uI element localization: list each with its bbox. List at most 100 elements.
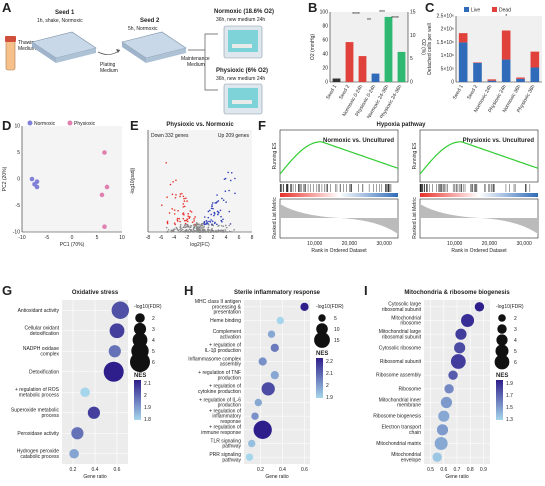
h-bubble	[300, 302, 309, 311]
e-point	[227, 171, 229, 174]
f-xtick: 20,000	[342, 241, 358, 247]
i-size-legend-label: 3	[514, 327, 517, 333]
e-point	[217, 230, 220, 233]
i-bubble	[444, 384, 454, 394]
e-xtick: 2	[212, 235, 215, 241]
c-xtick: Seed 2	[466, 84, 479, 101]
i-category-label: Ribosomal subunit	[380, 359, 422, 365]
e-point	[228, 230, 231, 233]
e-point	[189, 210, 192, 212]
b-y2tick: 5	[410, 56, 413, 62]
f-xtick: 10,000	[307, 241, 323, 247]
h-category-label: immune response	[201, 430, 241, 436]
svg-text:Medium: Medium	[18, 46, 36, 52]
f-title: Hypoxia pathway	[376, 122, 426, 128]
e-point	[184, 222, 187, 225]
b-bar	[358, 56, 367, 82]
e-point	[187, 231, 189, 233]
b-plot-bg	[330, 12, 408, 82]
panel-letter-c: C	[425, 0, 435, 15]
h-bubble	[254, 398, 262, 407]
panel-letter-b: B	[308, 0, 318, 15]
h-category-label: pathway	[222, 444, 241, 450]
i-category-label: membrane	[397, 403, 421, 409]
d-ytick: -5	[16, 203, 21, 209]
i-size-legend-dot	[495, 344, 509, 358]
e-point	[198, 231, 201, 233]
plating-label: Plating	[100, 62, 116, 68]
panel-d-chart: -10 -5 0 5 10 -10 -5 0 5 10 PC1 (70%) PC2 (20%) Norm…	[2, 120, 125, 248]
h-xlabel: Gene ratio	[265, 474, 289, 480]
g-size-legend-dot	[135, 313, 145, 323]
d-point	[29, 176, 35, 182]
panel-letter-h: H	[184, 283, 194, 298]
h-xtick: 0.4	[279, 467, 286, 473]
f-es-curve	[419, 141, 539, 175]
i-category-label: ribosome	[400, 321, 421, 327]
e-point	[186, 218, 189, 220]
i-xtick: 0.7	[454, 467, 461, 473]
g-category-label: NADPH oxidase	[23, 346, 59, 352]
e-point	[194, 230, 197, 233]
g-nes-tick: 2.1	[144, 381, 151, 387]
f-metric-area	[280, 204, 398, 234]
g-nes-colorbar	[134, 380, 141, 420]
svg-text:Medium: Medium	[187, 62, 205, 68]
panel-letter-g: G	[2, 283, 13, 298]
b-bar	[332, 78, 341, 82]
c-legend-live-swatch	[464, 7, 469, 12]
b-y2label: O2 (%)	[420, 39, 426, 55]
d-plot-bg	[22, 126, 122, 232]
svg-text:Medium: Medium	[100, 68, 118, 74]
e-point	[209, 221, 212, 223]
e-point	[224, 229, 226, 231]
f-xlabel: Rank in Ordered Dataset	[311, 248, 367, 254]
e-point	[212, 224, 215, 227]
g-size-legend-dot	[133, 322, 147, 336]
i-bubble	[454, 342, 466, 354]
f-es-plot	[419, 129, 539, 183]
e-point	[176, 217, 179, 220]
e-point	[202, 231, 205, 233]
h-category-label: Inflammasome complex	[188, 356, 241, 362]
e-point	[176, 220, 179, 222]
i-bubble	[440, 396, 453, 409]
g-size-legend-label: 2	[152, 316, 155, 322]
e-point	[229, 223, 232, 225]
panel-letter-e: E	[130, 118, 139, 133]
f-xtick: 30,000	[376, 241, 392, 247]
e-point	[195, 223, 198, 226]
g-xtick: 0.4	[92, 467, 99, 473]
well-plate-1-icon	[31, 31, 97, 63]
d-point	[34, 179, 40, 184]
e-point	[217, 211, 220, 214]
e-point	[194, 216, 196, 218]
e-point	[216, 213, 219, 216]
h-bubble	[270, 343, 279, 352]
e-point	[209, 231, 212, 233]
incubator-physioxic-icon	[223, 83, 263, 115]
h-size-legend-dot	[318, 314, 326, 322]
e-point	[221, 230, 223, 233]
e-point	[178, 217, 180, 220]
d-xlabel: PC1 (70%)	[60, 242, 85, 248]
i-size-legend-label: 6	[514, 360, 517, 366]
e-point	[196, 221, 198, 224]
e-point	[205, 222, 208, 225]
e-point	[215, 202, 218, 204]
e-point	[212, 230, 215, 232]
e-point	[182, 213, 184, 215]
e-point	[188, 216, 191, 218]
i-size-legend-label: 2	[514, 316, 517, 322]
c-legend-live: Live	[471, 8, 480, 14]
h-xtick: 0.6	[301, 467, 308, 473]
i-category-label: Cytosolic ribosome	[379, 345, 421, 351]
e-point	[192, 228, 195, 230]
normoxic-title: Normoxic (18.6% O2)	[214, 9, 274, 15]
e-point	[218, 224, 220, 227]
h-bubble	[245, 453, 254, 461]
e-point	[222, 225, 225, 228]
h-category-label: + regulation of IL-6	[199, 397, 241, 403]
f-ylabel-top: Running ES	[412, 142, 418, 169]
